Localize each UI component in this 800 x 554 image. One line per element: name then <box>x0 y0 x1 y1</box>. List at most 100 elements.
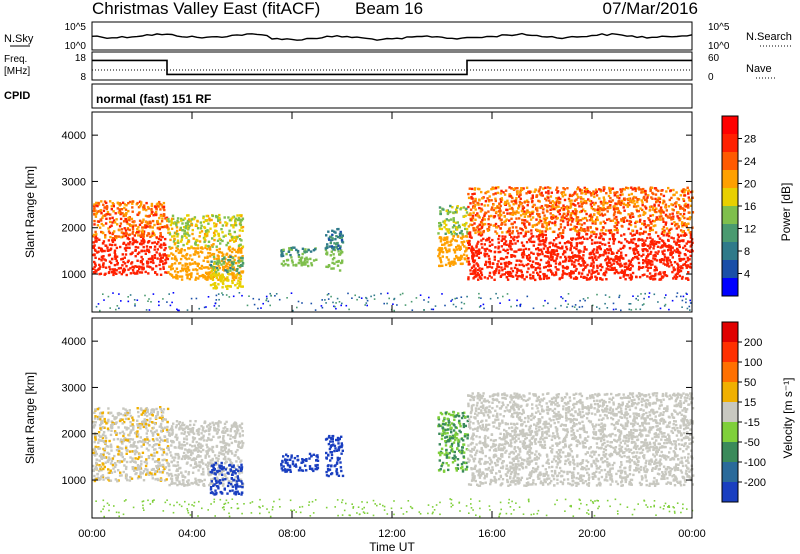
echo-cell <box>683 191 686 194</box>
echo-cell <box>553 201 556 204</box>
echo-cell <box>591 220 595 223</box>
echo-cell <box>473 188 476 191</box>
echo-cell <box>512 238 516 242</box>
echo-cell <box>187 431 190 434</box>
echo-cell <box>151 438 155 441</box>
echo-cell <box>131 457 134 460</box>
ground-scatter-cell <box>215 307 218 310</box>
colorbar-swatch <box>722 260 738 279</box>
echo-cell <box>224 450 228 454</box>
echo-cell <box>572 277 576 280</box>
echo-cell <box>462 253 466 256</box>
echo-cell <box>155 203 159 206</box>
echo-cell <box>451 238 454 241</box>
echo-cell <box>663 229 666 232</box>
echo-cell <box>478 216 481 219</box>
echo-cell <box>513 235 516 239</box>
echo-cell <box>94 215 98 218</box>
echo-cell <box>444 242 447 245</box>
echo-cell <box>195 238 198 242</box>
echo-cell <box>108 225 112 229</box>
echo-cell <box>130 217 134 221</box>
echo-cell <box>170 221 173 225</box>
echo-cell <box>447 211 450 214</box>
echo-cell <box>155 273 159 276</box>
echo-cell <box>559 256 562 259</box>
echo-cell <box>521 252 524 255</box>
echo-cell <box>112 438 116 441</box>
echo-cell <box>537 237 541 240</box>
ground-scatter-cell <box>404 304 407 306</box>
echo-cell <box>170 257 174 260</box>
echo-cell <box>137 456 141 459</box>
echo-cell <box>639 207 642 210</box>
ground-scatter-cell <box>186 309 189 311</box>
echo-cell <box>161 418 164 421</box>
echo-cell <box>493 270 497 273</box>
echo-cell <box>637 261 641 265</box>
ground-scatter-cell <box>325 302 327 304</box>
echo-cell <box>146 222 150 225</box>
echo-cell <box>487 200 491 203</box>
echo-cell <box>554 265 557 269</box>
echo-cell <box>97 203 101 206</box>
echo-cell <box>187 214 190 217</box>
echo-cell <box>554 206 558 209</box>
echo-cell <box>102 214 105 218</box>
echo-cell <box>145 407 148 410</box>
echo-cell <box>280 262 284 266</box>
echo-cell <box>666 260 669 263</box>
echo-cell <box>545 250 548 254</box>
echo-cell <box>675 191 678 194</box>
echo-cell <box>437 232 440 235</box>
echo-cell <box>651 241 654 244</box>
echo-cell <box>559 226 563 229</box>
echo-cell <box>125 243 128 247</box>
echo-cell <box>237 279 240 282</box>
echo-cell <box>149 246 152 249</box>
echo-cell <box>518 200 522 204</box>
echo-cell <box>163 248 166 252</box>
echo-cell <box>440 237 443 241</box>
echo-cell <box>583 276 586 279</box>
echo-cell <box>301 247 305 250</box>
echo-cell <box>231 216 235 219</box>
echo-cell <box>509 272 513 275</box>
echo-cell <box>163 479 167 482</box>
echo-cell <box>168 431 171 435</box>
echo-cell <box>639 227 642 230</box>
echo-cell <box>517 207 520 210</box>
echo-cell <box>462 215 466 218</box>
echo-cell <box>185 257 188 261</box>
echo-cell <box>591 192 595 195</box>
echo-cell <box>511 226 515 229</box>
ground-scatter-cell <box>653 293 656 296</box>
echo-cell <box>617 249 620 252</box>
echo-cell <box>126 222 129 225</box>
echo-cell <box>511 213 514 216</box>
echo-cell <box>147 449 150 452</box>
echo-cell <box>142 239 146 242</box>
echo-cell <box>499 227 502 230</box>
echo-cell <box>596 218 599 222</box>
ground-scatter-cell <box>218 298 220 301</box>
echo-cell <box>207 222 210 225</box>
echo-cell <box>104 234 107 237</box>
echo-cell <box>573 225 576 228</box>
echo-cell <box>529 277 532 280</box>
echo-cell <box>663 231 666 234</box>
echo-cell <box>136 433 140 436</box>
echo-cell <box>114 417 117 420</box>
echo-cell <box>595 278 598 281</box>
echo-cell <box>447 244 450 247</box>
echo-cell <box>669 189 672 192</box>
echo-cell <box>558 241 562 245</box>
echo-cell <box>630 263 633 266</box>
echo-cell <box>239 264 243 267</box>
echo-cell <box>474 267 477 270</box>
echo-cell <box>338 236 342 239</box>
echo-cell <box>549 255 553 259</box>
echo-cell <box>499 275 502 278</box>
echo-cell <box>226 241 230 245</box>
echo-cell <box>142 242 145 245</box>
